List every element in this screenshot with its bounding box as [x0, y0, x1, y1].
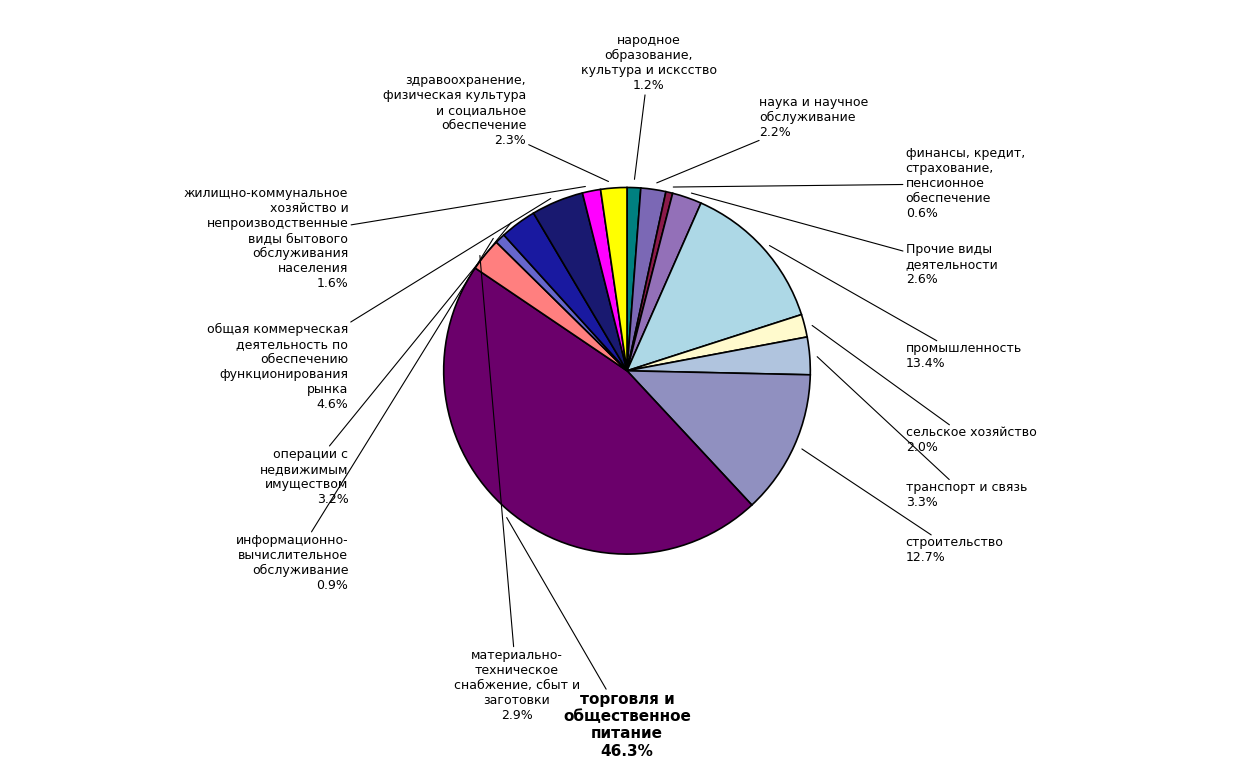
Text: жилищно-коммунальное
хозяйство и
непроизводственные
виды бытового
обслуживания
н: жилищно-коммунальное хозяйство и непроиз…	[184, 187, 586, 291]
Text: наука и научное
обслуживание
2.2%: наука и научное обслуживание 2.2%	[657, 96, 868, 183]
Wedge shape	[582, 190, 627, 371]
Text: народное
образование,
культура и исксство
1.2%: народное образование, культура и исксств…	[581, 34, 717, 180]
Wedge shape	[627, 188, 666, 371]
Wedge shape	[475, 242, 627, 371]
Text: строительство
12.7%: строительство 12.7%	[801, 449, 1003, 565]
Text: операции с
недвижимым
имуществом
3.2%: операции с недвижимым имуществом 3.2%	[260, 223, 512, 506]
Wedge shape	[504, 213, 627, 371]
Wedge shape	[627, 187, 641, 371]
Text: финансы, кредит,
страхование,
пенсионное
обеспечение
0.6%: финансы, кредит, страхование, пенсионное…	[673, 148, 1025, 220]
Wedge shape	[533, 193, 627, 371]
Text: общая коммерческая
деятельность по
обеспечению
функционирования
рынка
4.6%: общая коммерческая деятельность по обесп…	[207, 198, 551, 411]
Wedge shape	[627, 193, 701, 371]
Text: торговля и
общественное
питание
46.3%: торговля и общественное питание 46.3%	[507, 518, 691, 759]
Wedge shape	[627, 337, 810, 375]
Wedge shape	[627, 315, 808, 371]
Wedge shape	[627, 371, 810, 505]
Text: Прочие виды
деятельности
2.6%: Прочие виды деятельности 2.6%	[691, 193, 998, 286]
Wedge shape	[444, 268, 752, 554]
Wedge shape	[627, 191, 672, 371]
Text: промышленность
13.4%: промышленность 13.4%	[770, 245, 1022, 370]
Wedge shape	[627, 203, 801, 371]
Text: материально-
техническое
снабжение, сбыт и
заготовки
2.9%: материально- техническое снабжение, сбыт…	[454, 255, 581, 722]
Wedge shape	[601, 187, 627, 371]
Text: сельское хозяйство
2.0%: сельское хозяйство 2.0%	[813, 326, 1036, 455]
Wedge shape	[497, 235, 627, 371]
Text: информационно-
вычислительное
обслуживание
0.9%: информационно- вычислительное обслуживан…	[236, 238, 493, 592]
Text: транспорт и связь
3.3%: транспорт и связь 3.3%	[818, 357, 1027, 509]
Text: здравоохранение,
физическая культура
и социальное
обеспечение
2.3%: здравоохранение, физическая культура и с…	[382, 74, 608, 181]
